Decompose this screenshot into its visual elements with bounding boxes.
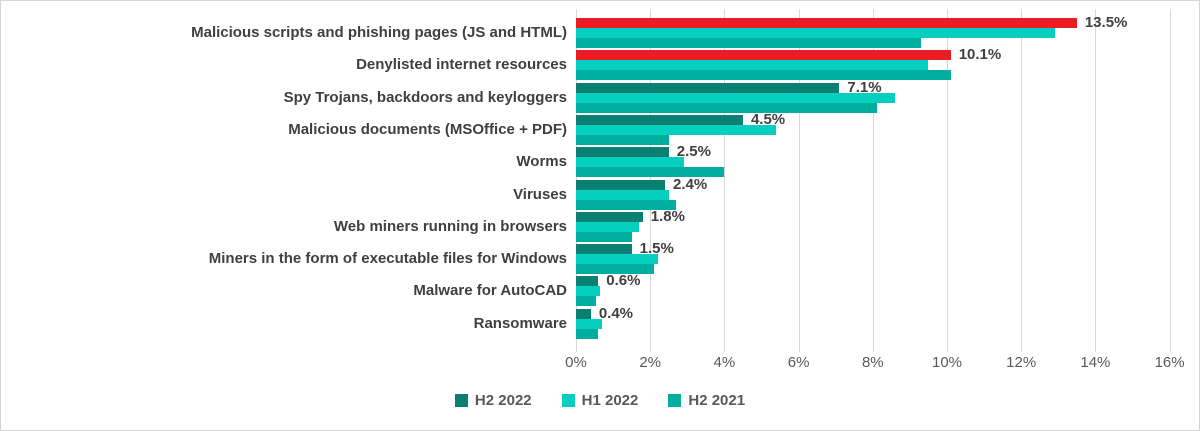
- bar-h1-2022: [576, 124, 777, 135]
- data-label: 0.6%: [606, 272, 641, 290]
- bar-h2-2022: [576, 211, 643, 222]
- data-label: 7.1%: [847, 78, 882, 96]
- x-axis-tick-label: 12%: [1006, 354, 1037, 371]
- category-label: Miners in the form of executable files f…: [208, 250, 567, 268]
- bar-h1-2022: [576, 189, 669, 200]
- data-label: 1.8%: [650, 207, 685, 225]
- x-axis-tick-label: 8%: [861, 354, 884, 371]
- data-label: 13.5%: [1084, 14, 1128, 31]
- category-label: Ransomware: [473, 314, 567, 332]
- bar-h1-2022: [576, 157, 684, 168]
- bar-h2-2022: [576, 50, 951, 61]
- bar-h1-2022: [576, 286, 601, 297]
- x-axis-tick-label: 10%: [931, 354, 963, 371]
- x-axis-tick-label: 14%: [1080, 354, 1111, 371]
- gridline: [724, 9, 726, 352]
- x-axis-tick-label: 2%: [639, 354, 662, 371]
- bar-h1-2022: [576, 221, 640, 232]
- data-label: 2.4%: [673, 175, 708, 193]
- category-label: Spy Trojans, backdoors and keyloggers: [283, 88, 567, 106]
- bar-h1-2022: [576, 60, 929, 71]
- bar-h2-2021: [576, 102, 877, 113]
- bar-h2-2022: [576, 114, 743, 125]
- bar-h2-2022: [576, 308, 591, 319]
- bar-h2-2022: [576, 276, 599, 287]
- legend-swatch-icon: [668, 394, 682, 407]
- data-label: 4.5%: [750, 110, 786, 128]
- bar-h2-2021: [576, 328, 599, 339]
- bar-h1-2022: [576, 92, 896, 103]
- bar-h2-2022: [576, 82, 840, 93]
- x-axis-tick-label: 0%: [565, 354, 587, 371]
- bar-h2-2021: [576, 264, 654, 275]
- legend-item: H2 2021: [668, 392, 745, 409]
- bar-h2-2021: [576, 70, 951, 81]
- data-label: 2.5%: [676, 143, 711, 161]
- category-label: Denylisted internet resources: [356, 56, 567, 74]
- bar-h1-2022: [576, 254, 658, 265]
- legend-item: H1 2022: [561, 392, 639, 409]
- bar-h2-2021: [576, 296, 597, 307]
- bar-h2-2021: [576, 167, 725, 178]
- legend-label: H2 2022: [474, 392, 532, 409]
- bar-h2-2022: [576, 147, 669, 158]
- category-label: Web miners running in browsers: [333, 217, 567, 235]
- bar-h2-2021: [576, 38, 922, 48]
- legend-item: H2 2022: [454, 392, 532, 409]
- bar-h2-2022: [576, 18, 1077, 28]
- gridline: [947, 9, 948, 352]
- gridline: [1095, 9, 1097, 352]
- legend-swatch-icon: [561, 394, 575, 407]
- bar-h2-2021: [576, 231, 632, 242]
- data-label: 1.5%: [639, 240, 674, 258]
- gridline: [872, 9, 874, 352]
- gridline: [798, 9, 800, 352]
- gridline: [1021, 9, 1023, 352]
- bar-h2-2021: [576, 134, 669, 145]
- bar-h2-2022: [576, 244, 632, 255]
- category-label: Viruses: [513, 185, 567, 203]
- x-axis-tick-label: 6%: [787, 354, 810, 371]
- data-label: 0.4%: [598, 304, 634, 322]
- bar-h1-2022: [576, 28, 1055, 38]
- data-label: 10.1%: [958, 46, 1002, 64]
- category-label: Malicious scripts and phishing pages (JS…: [191, 24, 567, 41]
- gridline: [1169, 9, 1171, 352]
- bar-h1-2022: [576, 318, 602, 329]
- category-label: Worms: [516, 153, 567, 171]
- legend-swatch-icon: [454, 394, 468, 407]
- legend: H2 2022 H1 2022 H2 2021: [1, 392, 1199, 409]
- bar-h2-2022: [576, 179, 666, 190]
- legend-label: H1 2022: [581, 392, 639, 409]
- legend-label: H2 2021: [688, 392, 746, 409]
- x-axis-tick-label: 4%: [713, 354, 736, 371]
- category-label: Malicious documents (MSOffice + PDF): [288, 120, 567, 138]
- bar-h2-2021: [576, 199, 677, 210]
- category-label: Malware for AutoCAD: [413, 282, 567, 300]
- x-axis-tick-label: 16%: [1154, 354, 1185, 371]
